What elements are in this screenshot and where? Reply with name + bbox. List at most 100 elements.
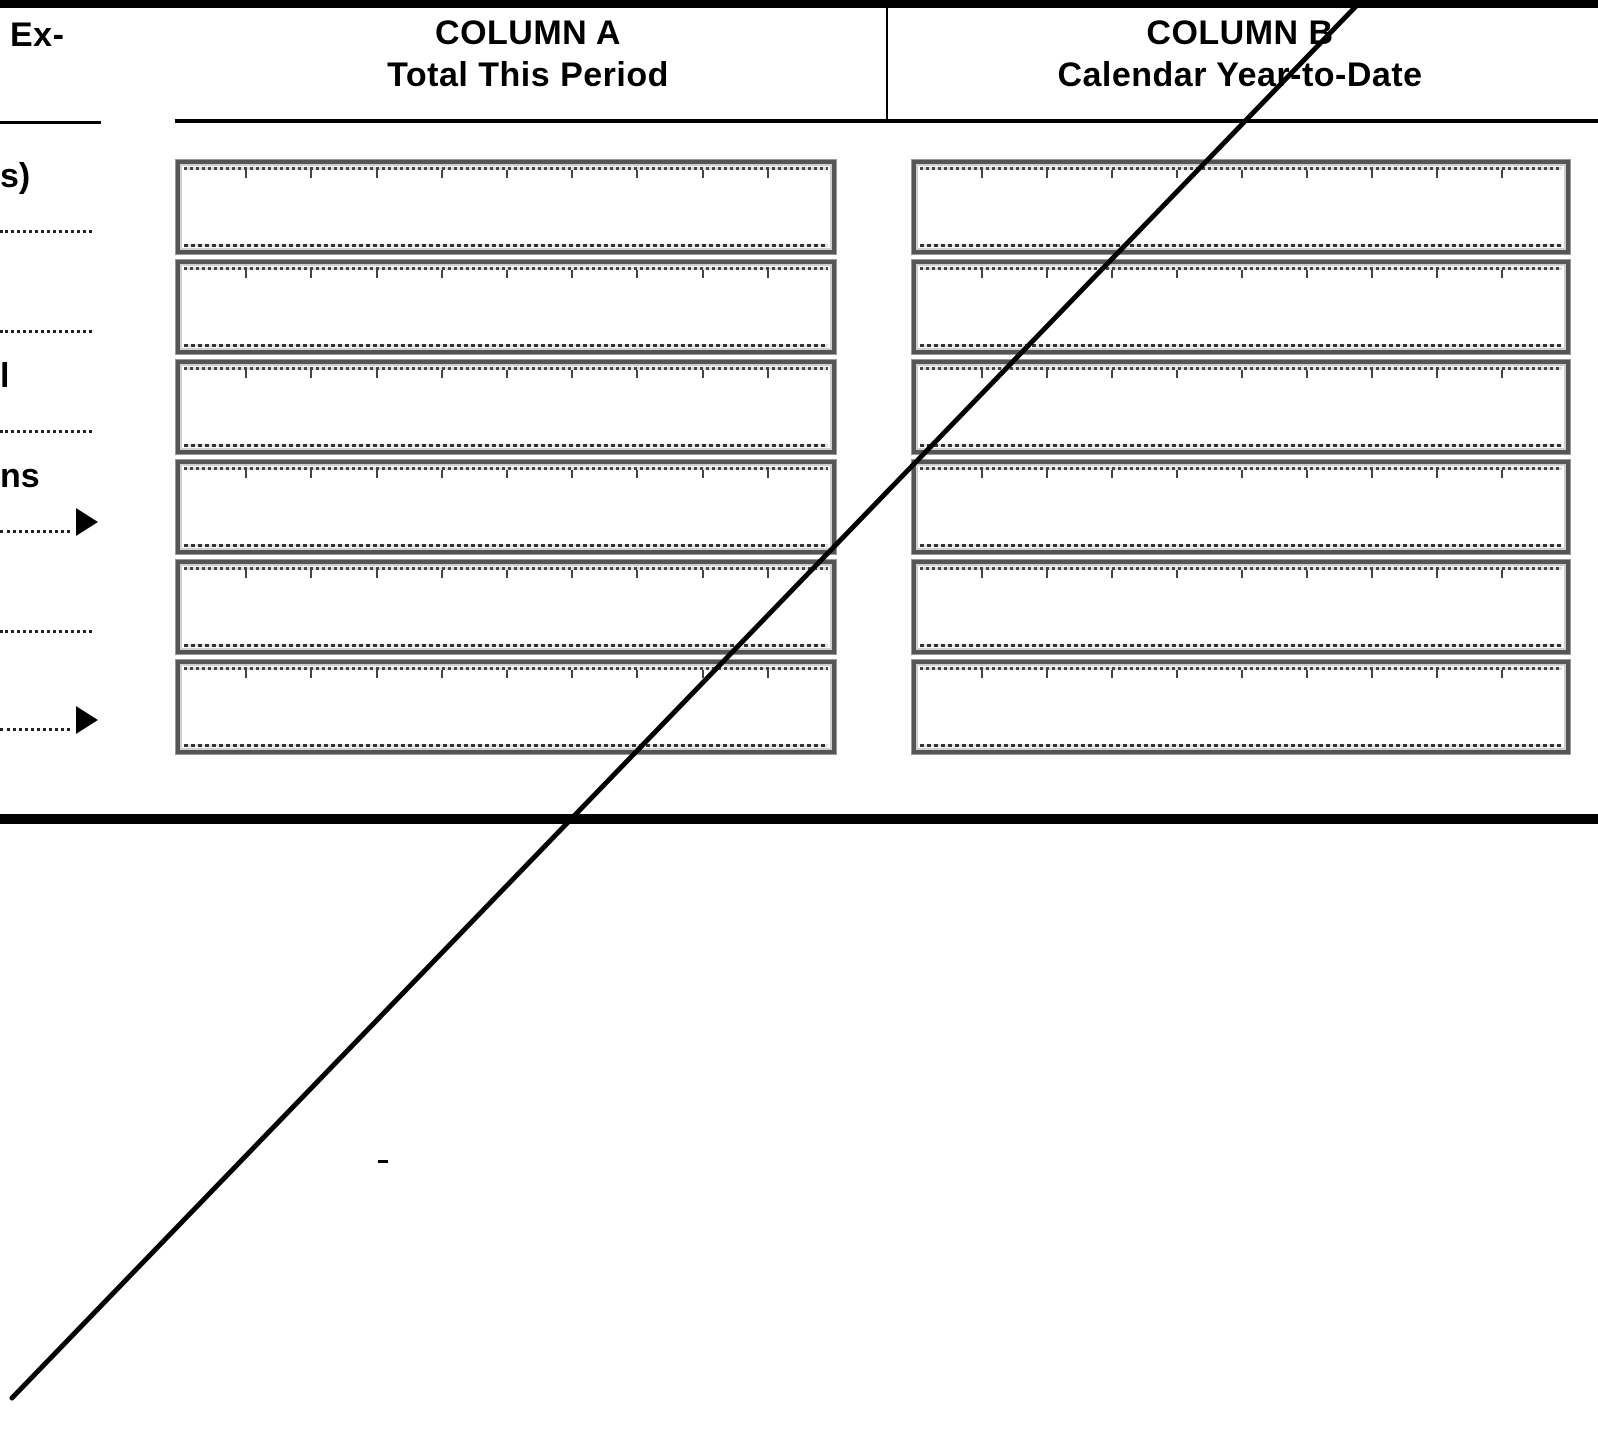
box-tick-mark xyxy=(1046,670,1048,678)
box-tick-mark xyxy=(571,270,573,278)
column-b-row-3-field[interactable] xyxy=(912,360,1570,454)
box-tick-mark xyxy=(1371,370,1373,378)
box-tick-mark xyxy=(506,670,508,678)
leader-dots-row-5 xyxy=(0,630,92,633)
box-tick-mark xyxy=(1111,270,1113,278)
row-3-label-fragment: l xyxy=(0,357,10,395)
columns-header-underline xyxy=(175,119,1598,123)
box-tick-mark xyxy=(1111,170,1113,178)
box-tick-mark xyxy=(310,570,312,578)
column-b-row-4-field[interactable] xyxy=(912,460,1570,554)
box-tick-mark xyxy=(441,470,443,478)
box-tick-mark xyxy=(1241,570,1243,578)
column-divider xyxy=(886,8,888,120)
leader-dots-row-4 xyxy=(0,530,70,533)
column-a-row-2-field[interactable] xyxy=(176,260,836,354)
column-a-row-6-field[interactable] xyxy=(176,660,836,754)
box-tick-mark xyxy=(1176,470,1178,478)
box-tick-mark xyxy=(1436,370,1438,378)
box-tick-mark xyxy=(702,570,704,578)
box-tick-mark xyxy=(1046,370,1048,378)
box-tick-mark xyxy=(441,570,443,578)
box-tick-mark xyxy=(1436,670,1438,678)
box-tick-mark xyxy=(1501,570,1503,578)
box-tick-mark xyxy=(571,670,573,678)
box-tick-mark xyxy=(1306,570,1308,578)
box-tick-mark xyxy=(506,270,508,278)
box-tick-mark xyxy=(441,270,443,278)
box-tick-mark xyxy=(1241,270,1243,278)
column-b-row-1-field[interactable] xyxy=(912,160,1570,254)
column-b-row-5-field[interactable] xyxy=(912,560,1570,654)
column-a-header: COLUMN A Total This Period xyxy=(178,12,878,96)
box-tick-mark xyxy=(441,670,443,678)
box-tick-mark xyxy=(1111,670,1113,678)
box-tick-mark xyxy=(376,370,378,378)
box-tick-mark xyxy=(702,370,704,378)
box-tick-mark xyxy=(636,470,638,478)
column-a-title: COLUMN A xyxy=(435,14,621,52)
column-b-subtitle: Calendar Year-to-Date xyxy=(1057,56,1423,94)
box-tick-mark xyxy=(1436,570,1438,578)
box-tick-mark xyxy=(1501,370,1503,378)
box-tick-mark xyxy=(767,370,769,378)
box-tick-mark xyxy=(702,470,704,478)
column-a-row-1-field[interactable] xyxy=(176,160,836,254)
box-tick-mark xyxy=(702,170,704,178)
box-tick-mark xyxy=(767,570,769,578)
column-a-row-5-field[interactable] xyxy=(176,560,836,654)
box-tick-mark xyxy=(245,270,247,278)
box-tick-mark xyxy=(636,370,638,378)
column-a-row-4-field[interactable] xyxy=(176,460,836,554)
left-header-underline xyxy=(0,121,101,124)
leader-dots-row-6 xyxy=(0,728,70,731)
bottom-border xyxy=(0,814,1598,824)
box-tick-mark xyxy=(245,670,247,678)
box-tick-mark xyxy=(1111,470,1113,478)
box-tick-mark xyxy=(1241,370,1243,378)
box-tick-mark xyxy=(376,170,378,178)
box-tick-mark xyxy=(1176,570,1178,578)
box-tick-mark xyxy=(1046,470,1048,478)
box-tick-mark xyxy=(981,670,983,678)
box-tick-mark xyxy=(1176,270,1178,278)
box-tick-mark xyxy=(1306,370,1308,378)
box-tick-mark xyxy=(636,570,638,578)
column-b-title: COLUMN B xyxy=(1146,14,1334,52)
box-tick-mark xyxy=(1176,370,1178,378)
box-tick-mark xyxy=(1241,670,1243,678)
box-tick-mark xyxy=(767,670,769,678)
box-tick-mark xyxy=(1371,470,1373,478)
right-triangle-arrow-icon xyxy=(76,706,98,734)
box-tick-mark xyxy=(310,670,312,678)
box-tick-mark xyxy=(1306,670,1308,678)
box-tick-mark xyxy=(245,470,247,478)
box-tick-mark xyxy=(310,170,312,178)
box-tick-mark xyxy=(571,470,573,478)
box-tick-mark xyxy=(767,470,769,478)
column-b-row-6-field[interactable] xyxy=(912,660,1570,754)
column-a-row-3-field[interactable] xyxy=(176,360,836,454)
box-tick-mark xyxy=(1176,670,1178,678)
box-tick-mark xyxy=(1436,470,1438,478)
box-tick-mark xyxy=(376,570,378,578)
box-tick-mark xyxy=(506,470,508,478)
box-tick-mark xyxy=(376,470,378,478)
box-tick-mark xyxy=(376,270,378,278)
box-tick-mark xyxy=(1306,170,1308,178)
box-tick-mark xyxy=(981,570,983,578)
box-tick-mark xyxy=(441,370,443,378)
box-tick-mark xyxy=(767,270,769,278)
column-b-row-2-field[interactable] xyxy=(912,260,1570,354)
row-1-label-fragment: s) xyxy=(0,157,31,195)
box-tick-mark xyxy=(981,470,983,478)
column-a-subtitle: Total This Period xyxy=(387,56,669,94)
box-tick-mark xyxy=(981,170,983,178)
box-tick-mark xyxy=(310,270,312,278)
box-tick-mark xyxy=(506,570,508,578)
box-tick-mark xyxy=(506,170,508,178)
box-tick-mark xyxy=(1241,470,1243,478)
box-tick-mark xyxy=(1111,370,1113,378)
box-tick-mark xyxy=(310,470,312,478)
